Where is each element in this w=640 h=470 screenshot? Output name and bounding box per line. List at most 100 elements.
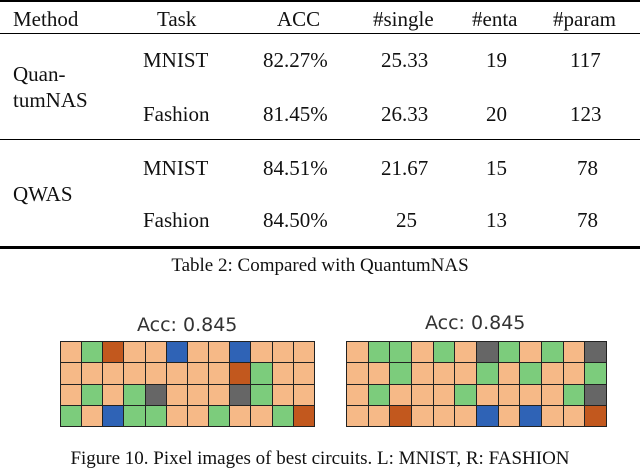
circuit-pixel (187, 363, 209, 384)
circuit-pixel (433, 405, 455, 426)
circuit-pixel (433, 363, 455, 384)
circuit-pixel (103, 384, 124, 405)
circuit-pixel (251, 342, 272, 363)
circuit-pixel (124, 384, 145, 405)
circuit-pixel (476, 363, 498, 384)
circuit-pixel (272, 363, 293, 384)
table-group-rule (0, 139, 640, 140)
circuit-pixel (187, 405, 209, 426)
header-enta: #enta (472, 7, 518, 31)
circuit-pixel (585, 363, 606, 384)
param-cell: 78 (577, 156, 598, 180)
circuit-pixel (347, 405, 368, 426)
circuit-pixel (209, 384, 230, 405)
circuit-pixel (390, 342, 411, 363)
circuit-pixel (476, 342, 498, 363)
header-acc: ACC (277, 7, 321, 31)
circuit-pixel (455, 363, 476, 384)
circuit-pixel (230, 363, 251, 384)
circuit-pixel (145, 363, 166, 384)
circuit-pixel (124, 342, 145, 363)
param-cell: 123 (570, 102, 602, 126)
method-name: QWAS (13, 182, 73, 206)
right-circuit-pixel-grid (346, 341, 607, 427)
circuit-pixel (455, 405, 476, 426)
circuit-pixel (293, 405, 314, 426)
circuit-pixel (520, 363, 541, 384)
param-cell: 78 (577, 208, 598, 232)
circuit-pixel (498, 363, 520, 384)
task-cell: Fashion (143, 208, 210, 232)
circuit-pixel (293, 384, 314, 405)
left-accuracy-label: Acc: 0.845 (137, 314, 238, 336)
circuit-pixel (563, 363, 585, 384)
circuit-pixel (476, 405, 498, 426)
circuit-pixel (103, 405, 124, 426)
circuit-pixel (390, 384, 411, 405)
circuit-pixel (390, 363, 411, 384)
header-param: #param (553, 7, 616, 31)
right-accuracy-label: Acc: 0.845 (425, 312, 526, 334)
circuit-pixel (411, 384, 433, 405)
circuit-pixel (498, 342, 520, 363)
circuit-pixel (251, 363, 272, 384)
left-circuit-pixel-grid (60, 341, 315, 427)
circuit-pixel (455, 384, 476, 405)
circuit-pixel (293, 342, 314, 363)
task-cell: MNIST (143, 156, 209, 180)
task-cell: MNIST (143, 48, 209, 72)
circuit-pixel (541, 384, 563, 405)
circuit-pixel (103, 363, 124, 384)
enta-cell: 19 (486, 48, 507, 72)
circuit-pixel (209, 405, 230, 426)
enta-cell: 20 (486, 102, 507, 126)
circuit-pixel (433, 384, 455, 405)
circuit-pixel (166, 405, 187, 426)
table-caption: Table 2: Compared with QuantumNAS (171, 255, 469, 276)
header-single: #single (373, 7, 434, 31)
circuit-pixel (585, 342, 606, 363)
acc-cell: 81.45% (263, 102, 328, 126)
circuit-pixel (209, 363, 230, 384)
circuit-pixel (498, 384, 520, 405)
circuit-pixel (390, 405, 411, 426)
circuit-pixel (541, 405, 563, 426)
acc-cell: 84.50% (263, 208, 328, 232)
circuit-pixel (411, 342, 433, 363)
method-name-line2: tumNAS (13, 88, 88, 112)
circuit-pixel (498, 405, 520, 426)
circuit-pixel (251, 405, 272, 426)
acc-cell: 82.27% (263, 48, 328, 72)
acc-cell: 84.51% (263, 156, 328, 180)
circuit-pixel (347, 342, 368, 363)
circuit-pixel (82, 405, 103, 426)
circuit-pixel (61, 405, 82, 426)
circuit-pixel (166, 384, 187, 405)
circuit-pixel (145, 342, 166, 363)
circuit-pixel (209, 342, 230, 363)
circuit-pixel (187, 384, 209, 405)
circuit-pixel (563, 342, 585, 363)
circuit-pixel (230, 405, 251, 426)
circuit-pixel (124, 363, 145, 384)
single-cell: 25.33 (381, 48, 429, 72)
table-bottom-rule (0, 246, 640, 249)
circuit-pixel (411, 363, 433, 384)
task-cell: Fashion (143, 102, 210, 126)
circuit-pixel (145, 405, 166, 426)
circuit-pixel (476, 384, 498, 405)
circuit-pixel (61, 342, 82, 363)
circuit-pixel (585, 384, 606, 405)
circuit-pixel (347, 363, 368, 384)
circuit-pixel (272, 342, 293, 363)
table-top-rule (0, 0, 640, 2)
figure-caption: Figure 10. Pixel images of best circuits… (70, 448, 570, 469)
circuit-pixel (230, 384, 251, 405)
circuit-pixel (145, 384, 166, 405)
circuit-pixel (251, 384, 272, 405)
circuit-pixel (541, 363, 563, 384)
circuit-pixel (82, 363, 103, 384)
circuit-pixel (272, 405, 293, 426)
circuit-pixel (293, 363, 314, 384)
circuit-pixel (61, 384, 82, 405)
